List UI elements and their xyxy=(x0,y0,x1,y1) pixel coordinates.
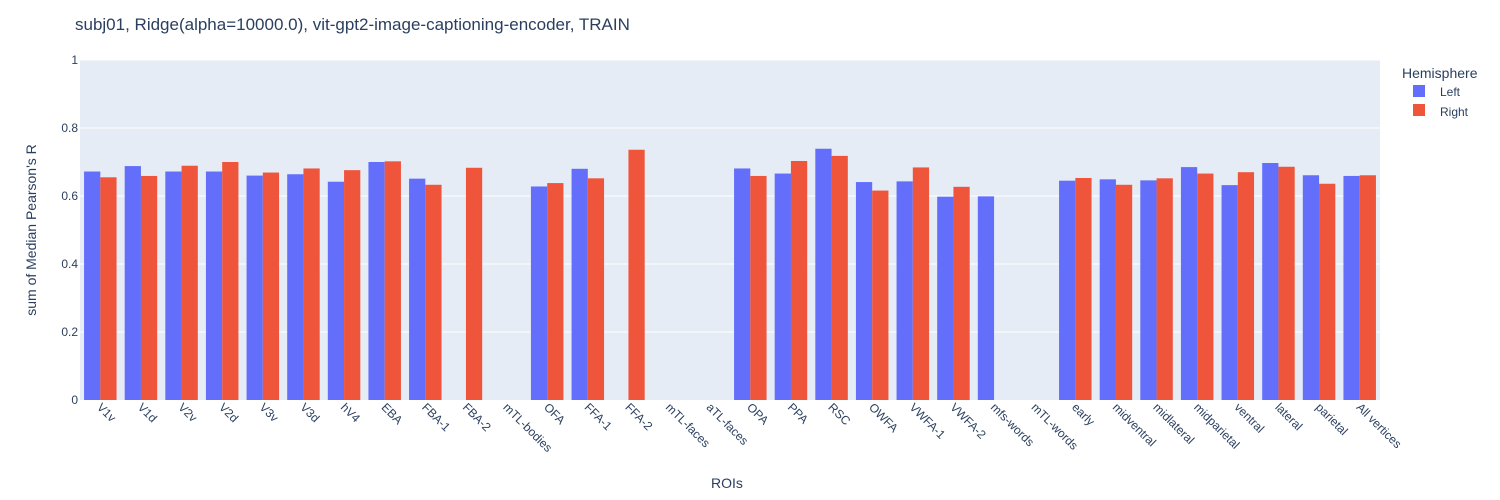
y-tick-label: 1 xyxy=(71,53,78,67)
bars xyxy=(84,148,1376,400)
bar-left-hv4 xyxy=(327,181,345,400)
x-tick-label: V2d xyxy=(216,400,241,425)
x-tick-label: V1d xyxy=(135,400,160,425)
x-tick-label: parietal xyxy=(1313,400,1351,438)
x-tick-label: early xyxy=(1069,400,1097,428)
x-axis-title: ROIs xyxy=(711,475,743,491)
bar-right-v3v xyxy=(262,172,280,400)
legend-swatch-right xyxy=(1413,104,1425,116)
bar-right-v2v xyxy=(181,165,198,400)
bar-left-vwfa-1 xyxy=(896,181,913,400)
x-tick-label: EBA xyxy=(379,400,406,427)
bar-right-v2d xyxy=(222,162,239,400)
x-tick-label: V3v xyxy=(257,400,282,425)
bar-left-vwfa-2 xyxy=(937,196,954,400)
x-tick-label: midventral xyxy=(1110,400,1159,449)
y-tick-label: 0.4 xyxy=(61,257,78,271)
bar-right-lateral xyxy=(1278,166,1295,400)
bar-left-v3v xyxy=(246,175,263,400)
x-tick-label: OFA xyxy=(541,400,568,427)
x-tick-label: PPA xyxy=(785,400,811,426)
x-tick-label: VWFA-2 xyxy=(947,400,989,442)
bar-left-rsc xyxy=(815,148,832,400)
x-tick-label: OWFA xyxy=(866,400,901,435)
bar-right-early xyxy=(1075,177,1092,400)
bar-left-midlateral xyxy=(1140,180,1157,400)
bar-right-v1d xyxy=(140,175,158,400)
bar-right-vwfa-1 xyxy=(912,167,930,400)
y-tick-label: 0.2 xyxy=(61,325,78,339)
bar-right-hv4 xyxy=(344,170,361,400)
bar-right-ofa xyxy=(547,183,564,400)
y-tick-labels: 0 0.2 0.4 0.6 0.8 1 xyxy=(61,53,78,407)
bar-right-ffa-1 xyxy=(587,178,605,400)
bar-left-ppa xyxy=(774,173,791,400)
bar-left-lateral xyxy=(1262,163,1279,400)
bar-left-parietal xyxy=(1302,175,1320,400)
bar-right-eba xyxy=(384,161,401,400)
x-tick-label: hV4 xyxy=(338,400,363,425)
bar-left-midparietal xyxy=(1180,167,1198,400)
bar-right-opa xyxy=(750,175,767,400)
legend: Hemisphere Left Right xyxy=(1402,65,1478,119)
bar-left-v2v xyxy=(165,171,182,400)
x-tick-label: mfs-words xyxy=(988,400,1037,449)
bar-left-mfs-words xyxy=(977,196,995,400)
bar-right-v1v xyxy=(100,177,117,400)
x-tick-label: FFA-2 xyxy=(622,400,655,433)
bar-left-owfa xyxy=(855,182,873,400)
x-tick-label: V3d xyxy=(297,400,322,425)
x-tick-labels: V1v V1d V2v V2d V3v V3d hV4 EBA FBA-1 FBA-2 mTL-bo… xyxy=(94,400,1404,455)
legend-label-left: Left xyxy=(1440,85,1461,99)
x-tick-label: ventral xyxy=(1232,400,1267,435)
bar-right-all-vertices xyxy=(1359,175,1376,400)
x-tick-label: V1v xyxy=(94,400,119,425)
x-tick-label: FBA-1 xyxy=(419,400,453,434)
bar-left-v3d xyxy=(287,174,304,400)
bar-right-v3d xyxy=(303,168,320,400)
x-tick-label: V2v xyxy=(175,400,200,425)
bar-right-owfa xyxy=(872,190,889,400)
x-tick-label: FFA-1 xyxy=(582,400,615,433)
legend-label-right: Right xyxy=(1440,105,1469,119)
x-tick-label: VWFA-1 xyxy=(907,400,949,442)
bar-left-v1v xyxy=(84,171,101,400)
bar-right-vwfa-2 xyxy=(953,186,970,400)
bar-left-opa xyxy=(734,168,751,400)
bar-right-fba-1 xyxy=(425,184,442,400)
bar-left-midventral xyxy=(1099,179,1116,400)
y-tick-label: 0.6 xyxy=(61,189,78,203)
bar-right-midparietal xyxy=(1197,173,1214,400)
y-tick-label: 0 xyxy=(71,393,78,407)
bar-left-eba xyxy=(368,162,385,400)
bar-right-ventral xyxy=(1237,172,1255,400)
y-tick-label: 0.8 xyxy=(61,121,78,135)
bar-left-all-vertices xyxy=(1343,175,1360,400)
bar-right-rsc xyxy=(831,155,848,400)
bar-left-v2d xyxy=(205,171,223,400)
bar-right-parietal xyxy=(1319,183,1336,400)
bar-right-ppa xyxy=(790,160,808,400)
bar-right-midlateral xyxy=(1156,178,1173,400)
x-tick-label: RSC xyxy=(825,400,853,428)
legend-swatch-left xyxy=(1413,85,1425,97)
legend-title: Hemisphere xyxy=(1402,65,1478,81)
bar-left-ofa xyxy=(530,186,548,400)
bar-right-ffa-2 xyxy=(628,149,645,400)
bar-left-early xyxy=(1059,180,1076,400)
x-tick-label: All vertices xyxy=(1354,400,1405,451)
x-tick-label: lateral xyxy=(1272,400,1305,433)
bar-right-midventral xyxy=(1115,184,1133,400)
bar-left-ffa-1 xyxy=(571,168,588,400)
chart-title: subj01, Ridge(alpha=10000.0), vit-gpt2-i… xyxy=(75,15,630,34)
bar-left-ventral xyxy=(1221,185,1238,400)
x-tick-label: OPA xyxy=(744,400,771,427)
bar-right-fba-2 xyxy=(465,167,483,400)
bar-left-fba-1 xyxy=(409,178,426,400)
x-tick-label: FBA-2 xyxy=(460,400,494,434)
y-axis-title: sum of Median Pearson's R xyxy=(23,144,39,316)
bar-left-v1d xyxy=(124,166,141,400)
